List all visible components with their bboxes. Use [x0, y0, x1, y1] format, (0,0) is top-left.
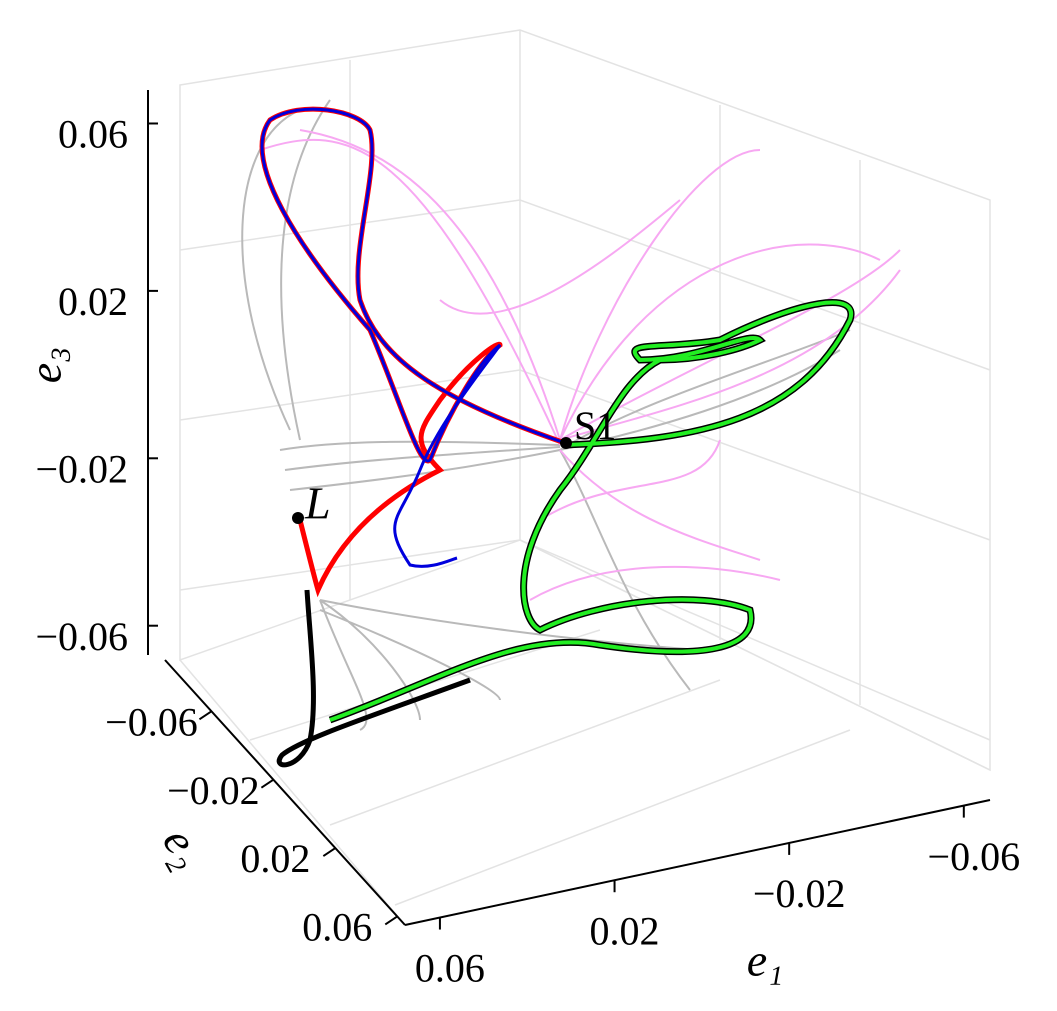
tick-mark [260, 778, 274, 789]
y-axis [164, 659, 406, 926]
tick-mark [322, 847, 336, 857]
tick-mark [384, 915, 398, 926]
grid-panes [179, 29, 991, 926]
y-tick-label: 0.06 [302, 905, 372, 950]
annotation: L [304, 478, 331, 529]
y-tick-label: −0.06 [105, 699, 198, 744]
x-tick-label: 0.06 [415, 946, 485, 991]
z-tick-label: −0.02 [35, 446, 128, 491]
y-axis-label: e₂ [153, 819, 215, 876]
z-axis-label: e₃ [20, 347, 71, 383]
x-tick-label: 0.02 [590, 908, 660, 953]
x-axis-label: e₁ [747, 935, 783, 986]
annotation: S1 [574, 403, 616, 448]
z-tick-label: −0.06 [35, 614, 128, 659]
x-tick-label: −0.06 [928, 834, 1021, 879]
z-tick-label: 0.02 [58, 279, 128, 324]
tick-mark [198, 710, 213, 721]
y-tick-label: 0.02 [240, 836, 310, 881]
y-tick-label: −0.02 [167, 768, 260, 813]
trajectories [241, 99, 901, 768]
x-tick-label: −0.02 [753, 871, 846, 916]
z-tick-label: 0.06 [58, 112, 128, 157]
x-axis [404, 799, 991, 926]
